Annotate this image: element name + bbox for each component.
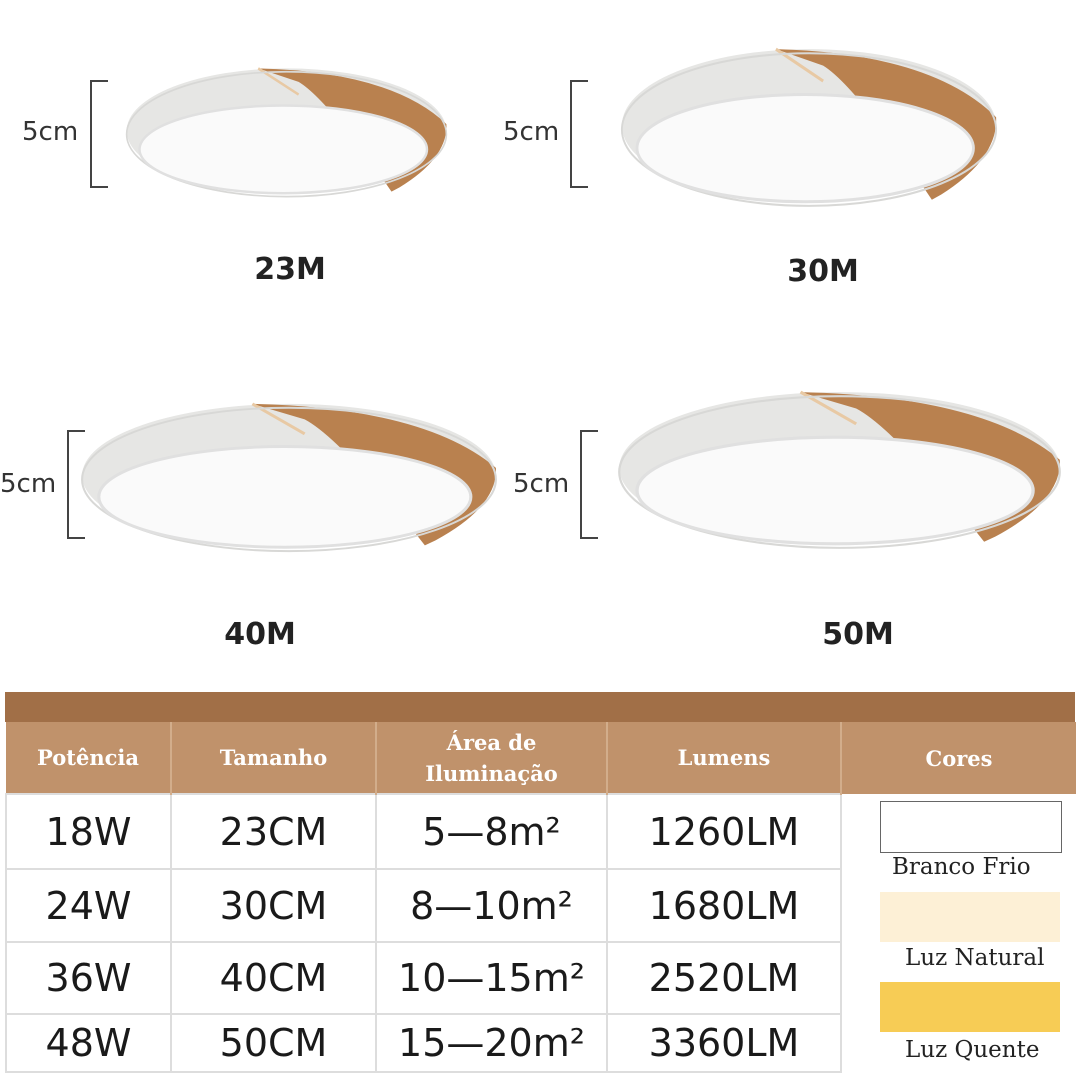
cell-area: 5—8m² [375, 793, 608, 870]
cell-lumens: 2520LM [606, 941, 842, 1015]
header-cores: Cores [841, 722, 1076, 794]
cell-size: 30CM [170, 868, 377, 943]
size-caption: 30M [787, 254, 859, 289]
size-caption: 50M [822, 617, 894, 652]
height-bracket [67, 430, 85, 539]
cell-size: 23CM [170, 793, 377, 870]
height-label: 5cm [513, 469, 570, 499]
cell-lumens: 3360LM [606, 1013, 842, 1073]
cell-lumens: 1680LM [606, 868, 842, 943]
table-row: 18W 23CM 5—8m² 1260LM Branco Frio Luz Na… [5, 793, 1076, 1063]
swatch-branco-frio [880, 801, 1062, 853]
swatch-luz-natural [880, 892, 1060, 942]
header-potencia: Potência [6, 722, 172, 794]
cell-area: 15—20m² [375, 1013, 608, 1073]
cell-area: 10—15m² [375, 941, 608, 1015]
label-luz-natural: Luz Natural [905, 945, 1045, 971]
cell-size: 50CM [170, 1013, 377, 1073]
height-bracket [570, 80, 588, 188]
cell-power: 18W [5, 793, 172, 870]
color-options: Branco Frio Luz Natural Luz Quente [841, 794, 1076, 1072]
cell-area: 8—10m² [375, 868, 608, 943]
cell-power: 48W [5, 1013, 172, 1073]
height-label: 5cm [22, 117, 79, 147]
table-row: 24W 30CM 8—10m² 1680LM [5, 868, 1076, 943]
cell-power: 24W [5, 868, 172, 943]
cell-lumens: 1260LM [606, 793, 842, 870]
cell-size: 40CM [170, 941, 377, 1015]
lamp-image-40 [80, 400, 498, 555]
table-top-bar [5, 692, 1075, 722]
header-lumens: Lumens [607, 722, 842, 794]
height-label: 5cm [503, 117, 560, 147]
header-tamanho: Tamanho [171, 722, 377, 794]
label-branco-frio: Branco Frio [892, 854, 1031, 880]
cell-power: 36W [5, 941, 172, 1015]
label-luz-quente: Luz Quente [905, 1037, 1040, 1063]
height-label: 5cm [0, 469, 57, 499]
table-row: 36W 40CM 10—15m² 2520LM [5, 941, 1076, 1015]
height-bracket [90, 80, 108, 188]
lamp-image-23 [125, 65, 448, 200]
lamp-image-50 [617, 388, 1062, 552]
height-bracket [580, 430, 598, 539]
size-caption: 23M [254, 252, 326, 287]
spec-table: Potência Tamanho Área de Iluminação Lume… [5, 722, 1076, 1073]
table-row: 48W 50CM 15—20m² 3360LM [5, 1013, 1076, 1073]
lamp-image-30 [620, 45, 998, 210]
table-header-row: Potência Tamanho Área de Iluminação Lume… [6, 722, 1076, 794]
size-caption: 40M [224, 617, 296, 652]
swatch-luz-quente [880, 982, 1060, 1032]
header-area: Área de Iluminação [376, 722, 608, 794]
